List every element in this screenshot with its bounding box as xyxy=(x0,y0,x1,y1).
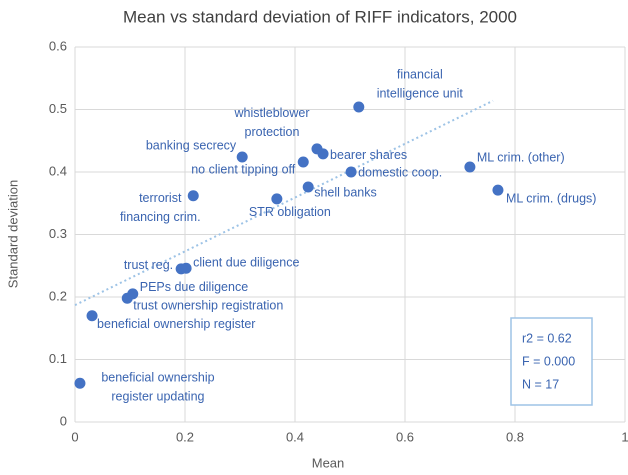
x-tick-label: 0 xyxy=(71,429,78,444)
y-tick-label: 0.5 xyxy=(49,101,67,116)
point-label: bearer shares xyxy=(330,148,407,162)
y-tick-label: 0.3 xyxy=(49,226,67,241)
point-label: intelligence unit xyxy=(377,86,464,100)
point xyxy=(121,292,133,304)
point-label: ML crim. (drugs) xyxy=(506,191,597,205)
y-tick-label: 0.4 xyxy=(49,163,67,178)
point xyxy=(187,190,199,202)
point xyxy=(345,166,357,178)
point-label: PEPs due diligence xyxy=(140,280,248,294)
point-label: shell banks xyxy=(314,185,377,199)
x-tick-label: 0.8 xyxy=(506,429,524,444)
point xyxy=(271,193,283,205)
point-label: client due diligence xyxy=(193,256,299,270)
x-axis-label: Mean xyxy=(312,455,345,470)
point xyxy=(74,377,86,389)
x-tick-label: 0.4 xyxy=(286,429,304,444)
point-label: ML crim. (other) xyxy=(477,150,565,164)
point-label: terrorist xyxy=(139,191,182,205)
point-label: whistleblower xyxy=(233,106,309,120)
point-label: trust ownership registration xyxy=(133,299,283,313)
point xyxy=(317,148,329,160)
point-label: STR obligation xyxy=(249,205,331,219)
annotation-text: N = 17 xyxy=(522,377,559,391)
point xyxy=(180,262,192,274)
annotation-box xyxy=(510,317,593,406)
point xyxy=(86,310,98,322)
annotation-text: F = 0.000 xyxy=(522,354,575,368)
point-label: domestic coop. xyxy=(358,165,442,179)
point-label: financial xyxy=(397,67,443,81)
x-tick-label: 1 xyxy=(621,429,628,444)
point xyxy=(353,101,365,113)
point xyxy=(302,181,314,193)
y-tick-label: 0.1 xyxy=(49,351,67,366)
point-label: no client tipping off xyxy=(191,162,296,176)
point xyxy=(236,151,248,163)
point-label: financing crim. xyxy=(120,210,201,224)
x-tick-label: 0.6 xyxy=(396,429,414,444)
point-label: beneficial ownership xyxy=(101,371,214,385)
point-label: beneficial ownership register xyxy=(97,317,255,331)
point-label: banking secrecy xyxy=(146,138,237,152)
point xyxy=(464,161,476,173)
point-label: trust reg. xyxy=(124,258,173,272)
point xyxy=(492,184,504,196)
annotation-text: r2 = 0.62 xyxy=(522,331,572,345)
x-tick-label: 0.2 xyxy=(176,429,194,444)
point-label: register updating xyxy=(111,390,204,404)
y-axis-label: Standard deviation xyxy=(5,180,20,288)
chart-title: Mean vs standard deviation of RIFF indic… xyxy=(123,7,517,26)
y-tick-label: 0.6 xyxy=(49,38,67,53)
y-tick-label: 0 xyxy=(60,413,67,428)
point-label: protection xyxy=(245,125,300,139)
point xyxy=(297,156,309,168)
y-tick-label: 0.2 xyxy=(49,288,67,303)
